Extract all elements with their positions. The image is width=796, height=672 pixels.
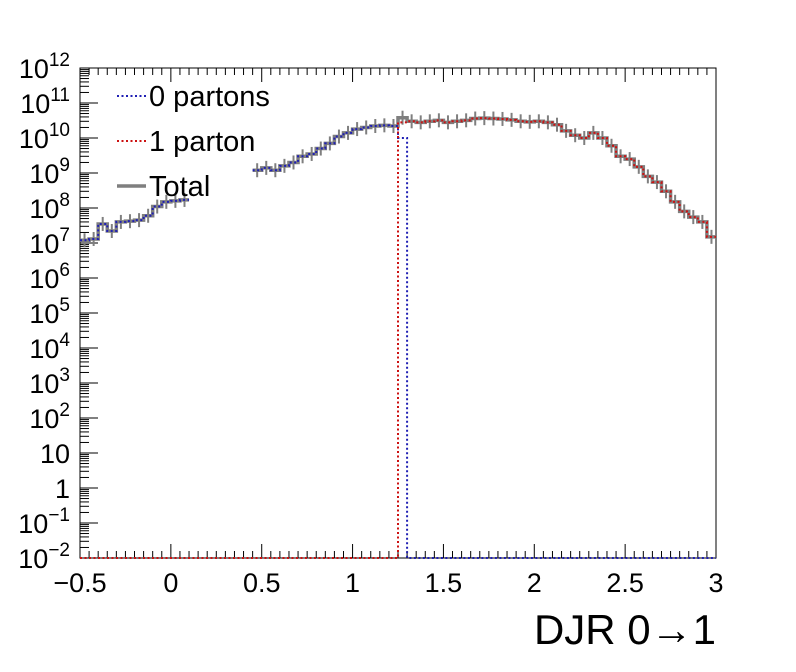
series-0: [80, 124, 716, 559]
x-tick-label: 3: [708, 568, 723, 598]
y-tick-label: 10: [40, 439, 70, 469]
y-tick-label: 10−2: [18, 540, 70, 574]
y-tick-label: 106: [29, 260, 70, 294]
y-tick-base: 10: [20, 89, 50, 119]
y-tick-base: 10: [29, 299, 59, 329]
y-tick-label: 105: [29, 295, 70, 329]
y-tick-exponent: 10: [49, 120, 70, 141]
y-tick-label: 103: [29, 365, 70, 399]
x-axis-title: DJR 0→1: [534, 606, 716, 653]
y-tick-label: 1012: [19, 50, 70, 84]
y-tick-label: 104: [29, 330, 70, 364]
y-tick-exponent: −2: [48, 540, 70, 561]
y-tick-exponent: −1: [48, 505, 70, 526]
axis-ticks: [79, 67, 717, 559]
y-tick-base: 10: [29, 404, 59, 434]
y-tick-exponent: 3: [59, 365, 70, 386]
legend-entry: 0 partons: [117, 81, 270, 113]
y-tick-exponent: 6: [59, 260, 70, 281]
histogram-series: [80, 110, 716, 559]
y-tick-base: 10: [29, 194, 59, 224]
y-tick-base: 10: [29, 159, 59, 189]
x-tick-label: −0.5: [53, 568, 106, 598]
y-tick-label: 1: [55, 474, 70, 504]
x-tick-label: 0: [163, 568, 178, 598]
x-tick-label: 1.5: [425, 568, 463, 598]
histogram-line: [80, 124, 716, 559]
y-tick-label: 1010: [19, 120, 70, 154]
y-tick-base: 10: [19, 54, 49, 84]
series-1: [80, 117, 716, 559]
legend: 0 partons 1 parton Total: [117, 81, 270, 203]
y-tick-exponent: 12: [49, 50, 70, 71]
y-tick-label: 1011: [20, 85, 70, 119]
y-tick-base: 10: [18, 509, 48, 539]
x-tick-label: 2: [527, 568, 542, 598]
y-tick-exponent: 4: [59, 330, 70, 351]
y-tick-exponent: 2: [59, 400, 70, 421]
y-tick-label: 10−1: [18, 505, 70, 539]
y-tick-base: 10: [29, 334, 59, 364]
legend-entry: Total: [117, 171, 210, 203]
x-tick-label: 1: [345, 568, 360, 598]
y-tick-exponent: 11: [50, 85, 70, 106]
x-tick-label: 0.5: [243, 568, 281, 598]
y-tick-label: 109: [29, 155, 70, 189]
y-tick-label: 108: [29, 190, 70, 224]
y-tick-base: 10: [40, 439, 70, 469]
y-tick-label: 107: [29, 225, 70, 259]
legend-label: 0 partons: [149, 81, 270, 113]
y-tick-label: 102: [29, 400, 70, 434]
y-tick-base: 10: [18, 544, 48, 574]
y-tick-exponent: 8: [59, 190, 70, 211]
legend-label: 1 parton: [149, 126, 255, 158]
y-tick-base: 1: [55, 474, 70, 504]
y-tick-exponent: 7: [59, 225, 70, 246]
x-tick-label: 2.5: [606, 568, 644, 598]
y-tick-base: 10: [19, 124, 49, 154]
legend-label: Total: [149, 171, 210, 203]
y-tick-base: 10: [29, 229, 59, 259]
y-tick-base: 10: [29, 264, 59, 294]
y-tick-exponent: 9: [59, 155, 70, 176]
y-tick-base: 10: [29, 369, 59, 399]
legend-entry: 1 parton: [117, 126, 255, 158]
y-tick-exponent: 5: [59, 295, 70, 316]
histogram-line: [80, 117, 716, 559]
x-tick-labels: −0.5 0 0.5 1 1.5 2 2.5 3: [53, 568, 723, 598]
y-tick-labels: 10−210−111010210310410510610710810910101…: [18, 50, 70, 574]
